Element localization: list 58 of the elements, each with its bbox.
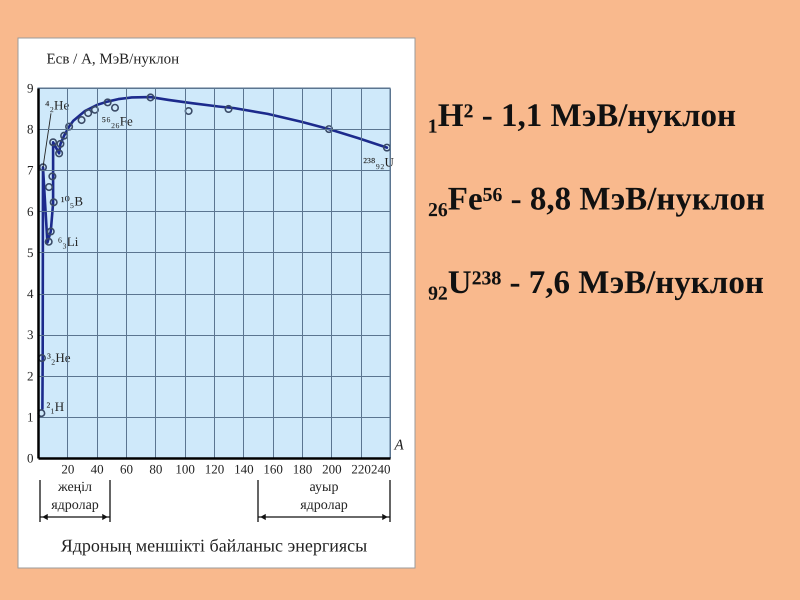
text: ₂₆Fe⁵⁶ - 8,8 МэВ/нуклон	[428, 182, 765, 218]
point	[324, 125, 334, 134]
text: ₁H² - 1,1 МэВ/нуклон	[428, 98, 736, 134]
point	[382, 144, 391, 152]
point	[78, 116, 86, 124]
text: ₉₂U²³⁸ - 7,6 МэВ/нуклон	[428, 265, 764, 301]
point	[55, 149, 64, 158]
text: жеңіл ядролар	[51, 480, 99, 513]
point	[50, 198, 58, 206]
annotation: ²₁H	[46, 399, 64, 414]
annotation: ¹⁰₅B	[60, 193, 84, 208]
point	[184, 106, 193, 116]
y-tick-label: 0	[27, 450, 34, 466]
y-axis-title: Eсв / A, МэВ/нуклон	[46, 52, 180, 68]
x-tick-label: 200	[322, 462, 342, 476]
x-tick-label: 40	[90, 462, 104, 476]
point	[49, 138, 58, 146]
point	[224, 104, 233, 113]
y-tick-label: 2	[27, 368, 34, 384]
annotation: ²³⁸₉₂U	[363, 154, 395, 170]
y-tick-label: 8	[27, 122, 34, 137]
x-tick-label: 240	[371, 462, 390, 476]
x-tick-label: 100	[175, 462, 195, 476]
point	[38, 163, 48, 172]
x-tick-label: 160	[263, 462, 283, 476]
x-tick-label: 140	[234, 462, 254, 476]
y-tick-label: 7	[27, 162, 34, 178]
annotation: ⁵⁶₂₆Fe	[102, 113, 134, 128]
point	[110, 104, 120, 112]
annotation: ⁶₃Li	[58, 234, 79, 249]
x-tick-label: 120	[204, 462, 224, 476]
point	[90, 106, 99, 114]
y-tick-label: 6	[27, 204, 34, 219]
point	[56, 140, 64, 148]
x-axis-title: A	[394, 438, 404, 454]
x-tick-label: 60	[120, 462, 133, 476]
text: ауыр ядролар	[300, 480, 348, 513]
point	[60, 132, 68, 140]
y-tick-label: 4	[27, 286, 34, 302]
point	[48, 172, 56, 180]
annotation: ⁴₂He	[44, 97, 70, 112]
y-tick-label: 1	[27, 409, 34, 424]
point	[44, 238, 53, 246]
y-tick-label: 3	[27, 327, 34, 342]
y-tick-label: 9	[27, 80, 34, 96]
point	[146, 93, 155, 102]
y-tick-label: 5	[27, 244, 34, 260]
point	[46, 227, 55, 236]
point	[104, 98, 112, 106]
point	[65, 122, 74, 131]
x-tick-label: 20	[61, 462, 74, 476]
x-tick-label: 80	[149, 462, 162, 476]
annotation: ³₂He	[46, 350, 71, 366]
text: Ядроның меншікті байланыс энергиясы	[60, 536, 368, 556]
point	[84, 109, 92, 118]
point	[44, 183, 54, 192]
x-tick-label: 220	[351, 462, 371, 476]
x-tick-label: 180	[292, 462, 312, 476]
